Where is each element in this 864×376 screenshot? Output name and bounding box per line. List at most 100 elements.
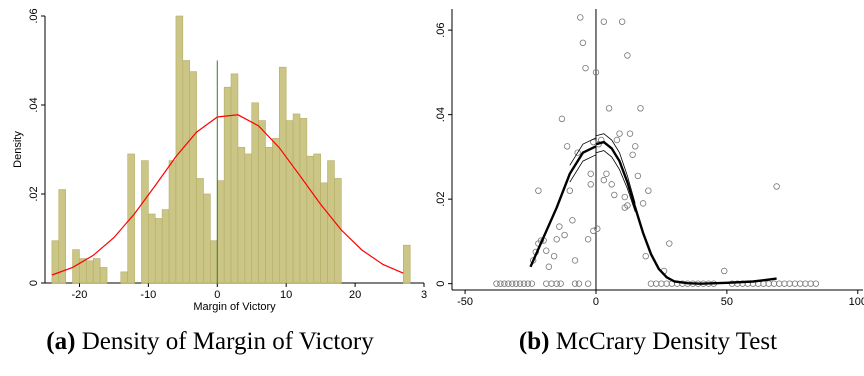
x-tick-label: 0 bbox=[214, 289, 220, 301]
confidence-line bbox=[569, 137, 597, 166]
caption-a: (a) Density of Margin of Victory bbox=[46, 328, 373, 356]
fit-line bbox=[595, 140, 777, 285]
point bbox=[645, 187, 652, 194]
point bbox=[812, 280, 820, 287]
point bbox=[566, 187, 574, 194]
bar bbox=[272, 138, 280, 284]
point bbox=[543, 247, 550, 254]
point bbox=[760, 280, 767, 287]
point bbox=[516, 280, 524, 287]
point bbox=[553, 280, 560, 287]
point bbox=[624, 52, 631, 59]
x-tick-label: -20 bbox=[72, 289, 88, 301]
point bbox=[770, 280, 778, 287]
point bbox=[618, 18, 626, 25]
y-tick-label: .04 bbox=[435, 107, 447, 122]
point bbox=[791, 280, 799, 287]
point bbox=[600, 18, 608, 25]
confidence-line bbox=[595, 150, 636, 212]
bar bbox=[148, 213, 156, 284]
point bbox=[575, 280, 583, 287]
point bbox=[561, 231, 568, 239]
point bbox=[666, 240, 673, 247]
point bbox=[577, 14, 584, 21]
caption-label: (a) bbox=[46, 328, 76, 355]
point bbox=[497, 280, 504, 287]
point bbox=[616, 130, 623, 137]
point bbox=[600, 176, 608, 184]
point bbox=[629, 151, 636, 158]
point bbox=[553, 236, 560, 243]
point bbox=[574, 149, 581, 156]
point bbox=[642, 252, 649, 260]
caption-label: (b) bbox=[518, 328, 550, 355]
point bbox=[663, 280, 670, 287]
bar bbox=[210, 240, 218, 284]
y-tick-label: .06 bbox=[28, 8, 40, 23]
x-tick-label: 3 bbox=[421, 289, 427, 301]
point bbox=[603, 170, 610, 177]
bar bbox=[278, 66, 287, 284]
bar bbox=[120, 271, 128, 284]
bar bbox=[258, 120, 266, 284]
point bbox=[639, 200, 647, 207]
point bbox=[590, 227, 597, 235]
fit-line bbox=[529, 145, 597, 268]
bar bbox=[168, 160, 177, 284]
point bbox=[501, 280, 508, 287]
point bbox=[587, 170, 594, 177]
point bbox=[548, 280, 555, 287]
point bbox=[721, 267, 728, 275]
bar bbox=[182, 60, 191, 284]
point bbox=[545, 263, 553, 270]
point bbox=[613, 136, 621, 144]
point bbox=[626, 130, 634, 137]
bar bbox=[285, 120, 294, 284]
bar bbox=[99, 267, 108, 284]
bar bbox=[196, 178, 204, 284]
point bbox=[802, 280, 809, 287]
point bbox=[773, 183, 780, 190]
y-tick-label: 0 bbox=[28, 280, 40, 286]
y-tick-label: .06 bbox=[435, 22, 447, 37]
point bbox=[543, 280, 550, 287]
bar bbox=[230, 73, 239, 284]
point bbox=[776, 280, 783, 287]
bar bbox=[189, 71, 197, 284]
y-tick-label: 0 bbox=[435, 281, 447, 287]
y-tick-label: .04 bbox=[28, 97, 40, 112]
point bbox=[658, 280, 665, 287]
density-curve bbox=[51, 114, 404, 276]
point bbox=[632, 143, 639, 150]
bar bbox=[320, 182, 328, 284]
x-tick-label: -10 bbox=[140, 289, 156, 301]
bar bbox=[327, 160, 335, 284]
point bbox=[493, 280, 500, 287]
point bbox=[520, 280, 528, 287]
bar bbox=[251, 102, 259, 284]
point bbox=[556, 223, 563, 230]
bar bbox=[203, 193, 211, 284]
point bbox=[807, 280, 814, 287]
bar bbox=[58, 189, 66, 284]
caption-text: Density of Margin of Victory bbox=[81, 328, 374, 355]
point bbox=[796, 280, 804, 287]
point bbox=[594, 225, 601, 232]
caption-b: (b) McCrary Density Test bbox=[519, 328, 777, 356]
point bbox=[505, 280, 512, 287]
bar bbox=[86, 260, 94, 284]
x-tick-label: 50 bbox=[721, 296, 733, 308]
bar bbox=[244, 153, 253, 284]
bar bbox=[313, 153, 321, 284]
point bbox=[765, 280, 772, 287]
y-axis-label: Density bbox=[12, 131, 24, 168]
point bbox=[535, 187, 542, 194]
x-tick-label: 0 bbox=[593, 296, 599, 308]
x-tick-label: -50 bbox=[457, 296, 473, 308]
y-tick-label: .02 bbox=[28, 186, 40, 201]
point bbox=[579, 39, 587, 47]
point bbox=[528, 280, 536, 287]
point bbox=[652, 280, 660, 287]
bar bbox=[237, 146, 246, 284]
